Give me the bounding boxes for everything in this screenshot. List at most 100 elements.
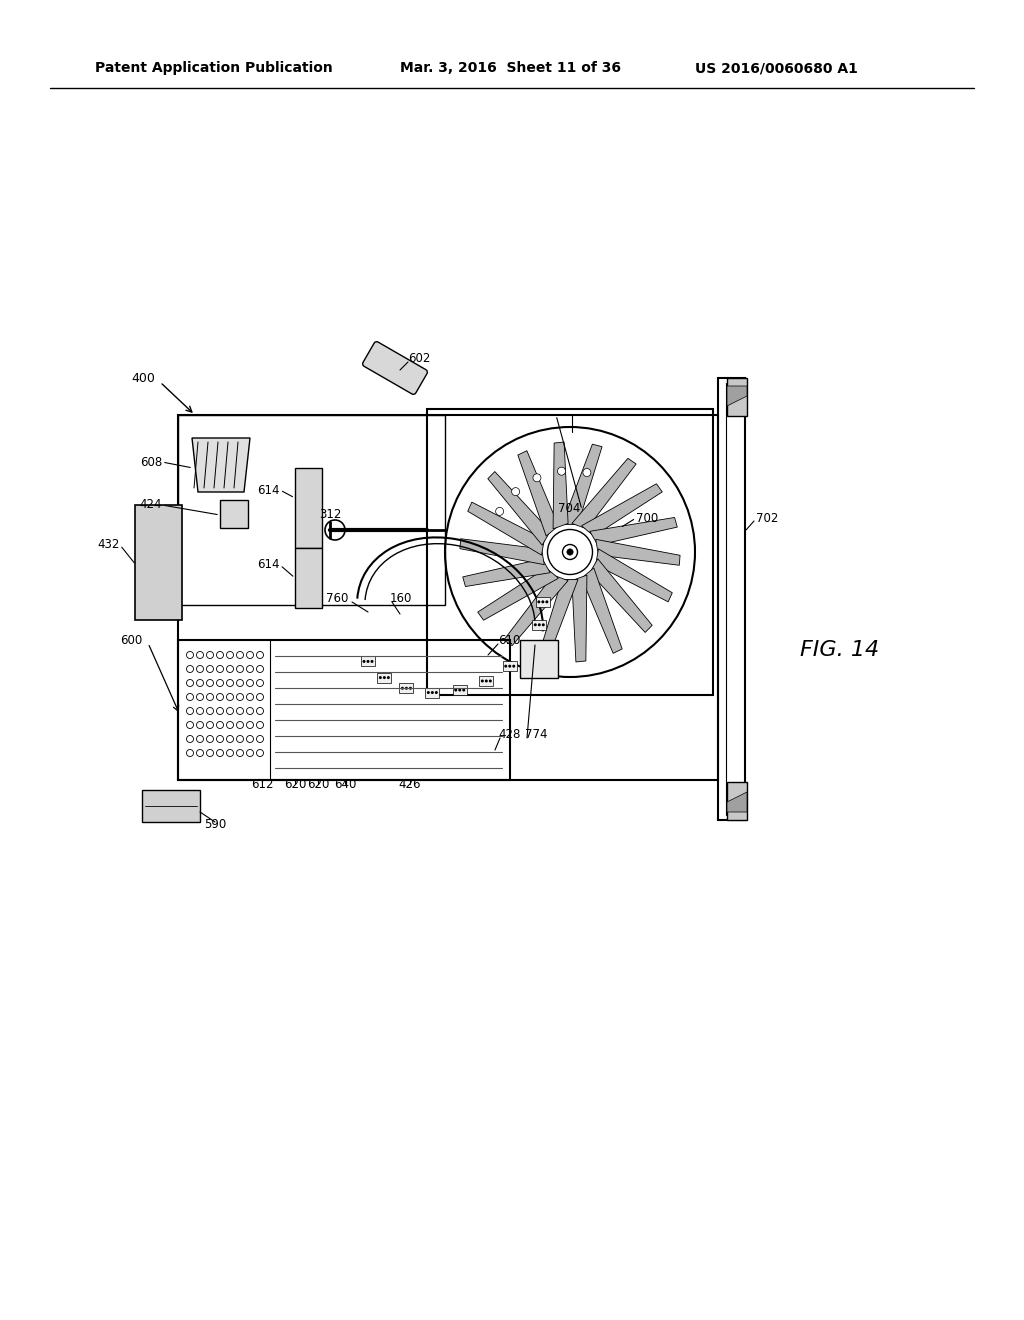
Circle shape: [387, 676, 390, 678]
Text: 620: 620: [307, 777, 329, 791]
Circle shape: [362, 660, 366, 663]
Text: 614: 614: [257, 558, 280, 572]
Circle shape: [542, 601, 545, 603]
Circle shape: [538, 623, 541, 626]
Text: 608: 608: [139, 455, 162, 469]
Polygon shape: [487, 471, 550, 545]
Polygon shape: [727, 378, 746, 416]
Polygon shape: [596, 549, 673, 602]
Text: 760: 760: [326, 591, 348, 605]
Polygon shape: [460, 539, 545, 565]
Polygon shape: [135, 506, 182, 620]
Polygon shape: [479, 676, 494, 686]
Text: 774: 774: [525, 729, 548, 742]
Text: Patent Application Publication: Patent Application Publication: [95, 61, 333, 75]
Circle shape: [404, 686, 408, 690]
Circle shape: [583, 469, 591, 477]
Text: 612: 612: [251, 777, 273, 791]
Polygon shape: [538, 579, 578, 660]
Circle shape: [546, 601, 549, 603]
Circle shape: [557, 467, 565, 475]
Polygon shape: [590, 558, 652, 632]
Polygon shape: [463, 558, 550, 586]
Text: 432: 432: [97, 539, 120, 552]
Circle shape: [459, 689, 461, 692]
Circle shape: [462, 689, 465, 692]
Circle shape: [542, 623, 545, 626]
Polygon shape: [399, 684, 414, 693]
Circle shape: [367, 660, 370, 663]
Text: 400: 400: [131, 371, 155, 384]
Circle shape: [522, 645, 525, 648]
Text: 704: 704: [558, 502, 580, 515]
Text: 600: 600: [120, 634, 142, 647]
Text: 702: 702: [756, 511, 778, 524]
Text: 614: 614: [257, 483, 280, 496]
Text: 312: 312: [318, 508, 341, 521]
Polygon shape: [596, 540, 680, 565]
Polygon shape: [453, 685, 467, 696]
Circle shape: [481, 680, 483, 682]
Circle shape: [562, 544, 578, 560]
Polygon shape: [553, 442, 568, 529]
Polygon shape: [521, 642, 535, 652]
Polygon shape: [571, 458, 636, 529]
Polygon shape: [425, 688, 439, 697]
Polygon shape: [727, 385, 746, 407]
FancyBboxPatch shape: [362, 342, 427, 395]
Circle shape: [534, 623, 537, 626]
Text: US 2016/0060680 A1: US 2016/0060680 A1: [695, 61, 858, 75]
Polygon shape: [590, 517, 677, 545]
Polygon shape: [727, 792, 746, 812]
Polygon shape: [468, 502, 545, 556]
Polygon shape: [571, 576, 587, 661]
Circle shape: [401, 686, 403, 690]
Polygon shape: [518, 450, 558, 536]
Circle shape: [435, 692, 438, 694]
Polygon shape: [582, 484, 663, 536]
Text: 160: 160: [390, 591, 413, 605]
Circle shape: [484, 680, 487, 682]
Text: 602: 602: [408, 351, 430, 364]
Text: 700: 700: [636, 511, 658, 524]
Circle shape: [379, 676, 382, 678]
Circle shape: [567, 549, 573, 556]
Circle shape: [383, 676, 386, 678]
Polygon shape: [142, 789, 200, 822]
Polygon shape: [536, 597, 550, 607]
Circle shape: [538, 601, 541, 603]
Circle shape: [427, 692, 430, 694]
Text: Mar. 3, 2016  Sheet 11 of 36: Mar. 3, 2016 Sheet 11 of 36: [400, 61, 621, 75]
Text: 610: 610: [498, 634, 520, 647]
Polygon shape: [582, 568, 623, 653]
Polygon shape: [504, 576, 568, 645]
Circle shape: [488, 680, 492, 682]
Circle shape: [371, 660, 374, 663]
Text: 424: 424: [139, 499, 162, 511]
Circle shape: [526, 645, 529, 648]
Polygon shape: [503, 661, 517, 671]
Polygon shape: [220, 500, 248, 528]
Polygon shape: [532, 620, 546, 630]
Circle shape: [431, 692, 434, 694]
Polygon shape: [295, 548, 322, 609]
Polygon shape: [562, 445, 602, 524]
Polygon shape: [520, 640, 558, 678]
Circle shape: [325, 520, 345, 540]
Circle shape: [512, 487, 519, 495]
Circle shape: [496, 507, 504, 515]
Circle shape: [445, 426, 695, 677]
Circle shape: [508, 665, 511, 668]
Circle shape: [548, 529, 593, 574]
Circle shape: [409, 686, 412, 690]
Text: 620: 620: [284, 777, 306, 791]
Text: FIG. 14: FIG. 14: [801, 640, 880, 660]
Circle shape: [530, 645, 534, 648]
Circle shape: [455, 689, 458, 692]
Circle shape: [504, 665, 507, 668]
Polygon shape: [361, 656, 375, 667]
Polygon shape: [193, 438, 250, 492]
Text: 428: 428: [498, 729, 520, 742]
Polygon shape: [295, 469, 322, 548]
Circle shape: [532, 474, 541, 482]
